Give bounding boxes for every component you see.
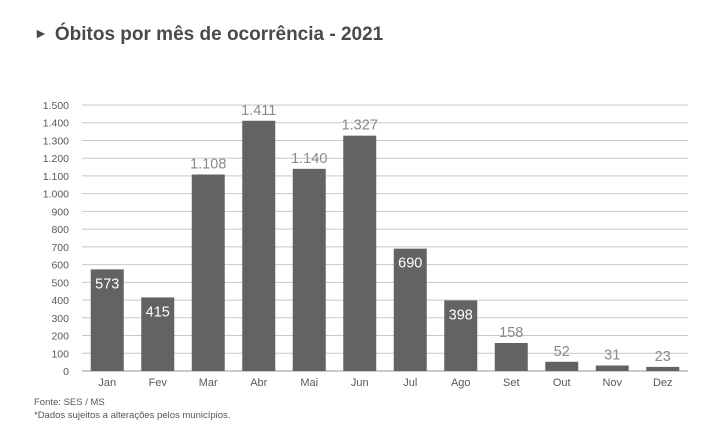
data-label: 31 xyxy=(604,348,620,364)
y-tick-label: 700 xyxy=(51,242,69,254)
bar xyxy=(595,365,629,371)
data-label: 573 xyxy=(95,276,119,292)
y-tick-label: 0 xyxy=(63,366,69,378)
bar xyxy=(545,361,579,371)
footnotes: Fonte: SES / MS *Dados sujeitos a altera… xyxy=(34,396,230,422)
x-tick-label: Fev xyxy=(149,377,168,389)
data-label: 158 xyxy=(499,325,523,341)
data-label: 52 xyxy=(554,344,570,360)
x-tick-label: Jun xyxy=(351,377,369,389)
y-tick-label: 1.500 xyxy=(43,100,69,112)
bar xyxy=(646,366,680,371)
chart-title-text: Óbitos por mês de ocorrência - 2021 xyxy=(54,24,384,45)
y-tick-label: 800 xyxy=(51,224,69,236)
bar xyxy=(292,168,326,371)
x-tick-label: Dez xyxy=(653,377,673,389)
data-label: 1.108 xyxy=(190,157,226,173)
x-tick-label: Jul xyxy=(403,377,417,389)
data-label: 23 xyxy=(655,349,671,365)
bar xyxy=(343,135,377,371)
chart-title: ► Óbitos por mês de ocorrência - 2021 xyxy=(34,24,383,46)
x-tick-label: Set xyxy=(503,377,520,389)
y-tick-label: 1.100 xyxy=(43,171,69,183)
y-tick-label: 100 xyxy=(51,348,69,360)
data-label: 398 xyxy=(449,307,473,323)
disclaimer-note: *Dados sujeitos a alterações pelos munic… xyxy=(34,410,231,421)
bar xyxy=(494,342,528,371)
bar xyxy=(242,120,276,371)
y-tick-label: 1.200 xyxy=(43,153,69,165)
bar xyxy=(141,297,175,371)
bar xyxy=(90,269,124,371)
x-tick-label: Out xyxy=(553,377,571,389)
x-tick-label: Ago xyxy=(451,377,471,389)
data-label: 1.140 xyxy=(291,151,327,167)
y-tick-label: 1.300 xyxy=(43,135,69,147)
y-tick-label: 600 xyxy=(51,260,69,272)
x-tick-label: Abr xyxy=(250,377,267,389)
data-label: 1.411 xyxy=(241,103,276,119)
x-tick-label: Jan xyxy=(98,377,116,389)
data-label: 690 xyxy=(398,256,422,272)
data-label: 415 xyxy=(146,304,170,320)
x-tick-label: Mar xyxy=(199,377,218,389)
y-tick-label: 1.400 xyxy=(43,118,69,130)
y-tick-label: 400 xyxy=(51,295,69,307)
y-tick-label: 200 xyxy=(51,331,69,343)
y-tick-label: 1.000 xyxy=(43,189,69,201)
data-label: 1.327 xyxy=(342,118,378,134)
bar xyxy=(191,174,225,371)
y-tick-label: 300 xyxy=(51,313,69,325)
y-tick-label: 500 xyxy=(51,277,69,289)
bar xyxy=(393,248,427,371)
source-note: Fonte: SES / MS xyxy=(34,397,105,408)
bar xyxy=(444,300,478,371)
x-tick-label: Mai xyxy=(300,377,318,389)
play-arrow-icon: ► xyxy=(34,25,48,41)
x-tick-label: Nov xyxy=(602,377,622,389)
y-tick-label: 900 xyxy=(51,206,69,218)
